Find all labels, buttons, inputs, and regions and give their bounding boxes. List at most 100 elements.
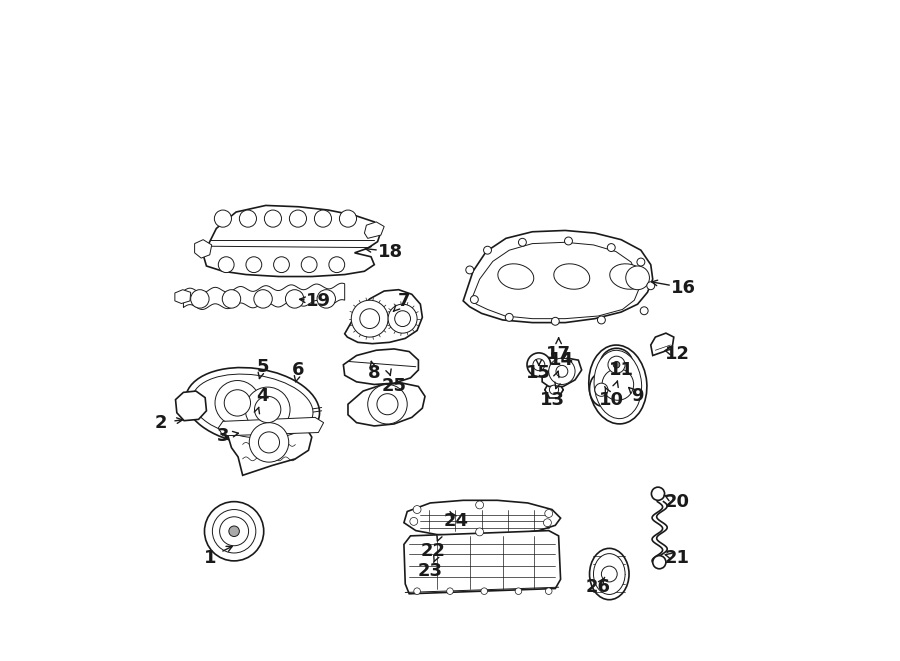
Circle shape (229, 526, 239, 537)
Circle shape (608, 244, 616, 252)
Circle shape (265, 210, 282, 227)
Circle shape (637, 258, 644, 266)
Circle shape (285, 290, 304, 308)
Text: 24: 24 (444, 512, 469, 530)
Circle shape (602, 369, 634, 401)
Polygon shape (176, 391, 206, 420)
Circle shape (598, 316, 606, 324)
Circle shape (215, 381, 260, 425)
Circle shape (515, 588, 522, 594)
Circle shape (613, 362, 620, 368)
Text: 16: 16 (671, 279, 697, 297)
Circle shape (652, 556, 666, 568)
Circle shape (545, 588, 552, 594)
Circle shape (533, 359, 544, 371)
Circle shape (224, 390, 250, 416)
Text: 3: 3 (217, 427, 230, 445)
Text: 18: 18 (378, 243, 403, 260)
Polygon shape (194, 240, 212, 258)
Circle shape (246, 256, 262, 272)
Circle shape (476, 501, 483, 509)
Circle shape (302, 256, 317, 272)
Polygon shape (348, 383, 425, 426)
Circle shape (204, 502, 264, 561)
Text: 22: 22 (421, 542, 446, 560)
Text: 4: 4 (256, 387, 269, 405)
Circle shape (556, 366, 568, 377)
Circle shape (595, 383, 608, 397)
Polygon shape (464, 231, 652, 323)
Ellipse shape (192, 374, 313, 438)
Circle shape (549, 358, 575, 385)
Circle shape (274, 256, 290, 272)
Text: 21: 21 (664, 549, 689, 566)
Text: 1: 1 (203, 549, 216, 566)
Polygon shape (344, 349, 418, 385)
Text: 8: 8 (368, 364, 381, 382)
Circle shape (481, 588, 488, 594)
Text: 20: 20 (664, 492, 689, 511)
Circle shape (328, 256, 345, 272)
Text: 26: 26 (586, 578, 610, 596)
Circle shape (314, 210, 331, 227)
Circle shape (466, 266, 473, 274)
Circle shape (518, 239, 526, 247)
Circle shape (255, 397, 281, 422)
Circle shape (505, 313, 513, 321)
Circle shape (214, 210, 231, 227)
Circle shape (351, 300, 388, 337)
Text: 14: 14 (549, 351, 574, 369)
Text: 7: 7 (398, 292, 410, 310)
Text: 13: 13 (539, 391, 564, 408)
Circle shape (446, 588, 454, 594)
Polygon shape (175, 290, 191, 303)
Circle shape (549, 385, 559, 395)
Circle shape (471, 295, 478, 303)
Text: 9: 9 (631, 387, 644, 405)
Circle shape (212, 510, 256, 553)
Circle shape (368, 385, 407, 424)
Text: 11: 11 (608, 361, 634, 379)
Circle shape (652, 487, 664, 500)
Text: 19: 19 (306, 292, 331, 310)
Circle shape (626, 266, 650, 290)
Circle shape (377, 394, 398, 414)
Circle shape (219, 256, 234, 272)
Circle shape (544, 510, 553, 518)
Circle shape (413, 506, 421, 514)
Text: 5: 5 (256, 358, 269, 375)
Ellipse shape (610, 264, 645, 290)
Text: 23: 23 (418, 562, 443, 580)
Circle shape (544, 519, 552, 527)
Circle shape (410, 518, 418, 525)
Polygon shape (404, 531, 561, 594)
Text: 10: 10 (598, 391, 624, 408)
Polygon shape (219, 417, 324, 436)
Circle shape (552, 317, 559, 325)
Circle shape (647, 282, 654, 290)
Circle shape (254, 290, 273, 308)
Ellipse shape (554, 264, 590, 290)
Ellipse shape (589, 345, 647, 424)
Circle shape (600, 348, 633, 381)
Circle shape (608, 356, 626, 373)
Circle shape (191, 290, 209, 308)
Circle shape (527, 353, 551, 377)
Circle shape (317, 290, 336, 308)
Ellipse shape (185, 368, 320, 445)
Circle shape (246, 387, 290, 432)
Ellipse shape (590, 549, 629, 600)
Polygon shape (651, 333, 674, 356)
Circle shape (290, 210, 307, 227)
Polygon shape (542, 358, 581, 387)
Circle shape (222, 290, 240, 308)
Circle shape (220, 517, 248, 546)
Circle shape (239, 210, 256, 227)
Circle shape (249, 422, 289, 462)
Circle shape (476, 528, 483, 536)
Ellipse shape (593, 554, 626, 594)
Text: 15: 15 (526, 364, 552, 382)
Polygon shape (404, 500, 561, 536)
Circle shape (564, 237, 572, 245)
Circle shape (258, 432, 280, 453)
